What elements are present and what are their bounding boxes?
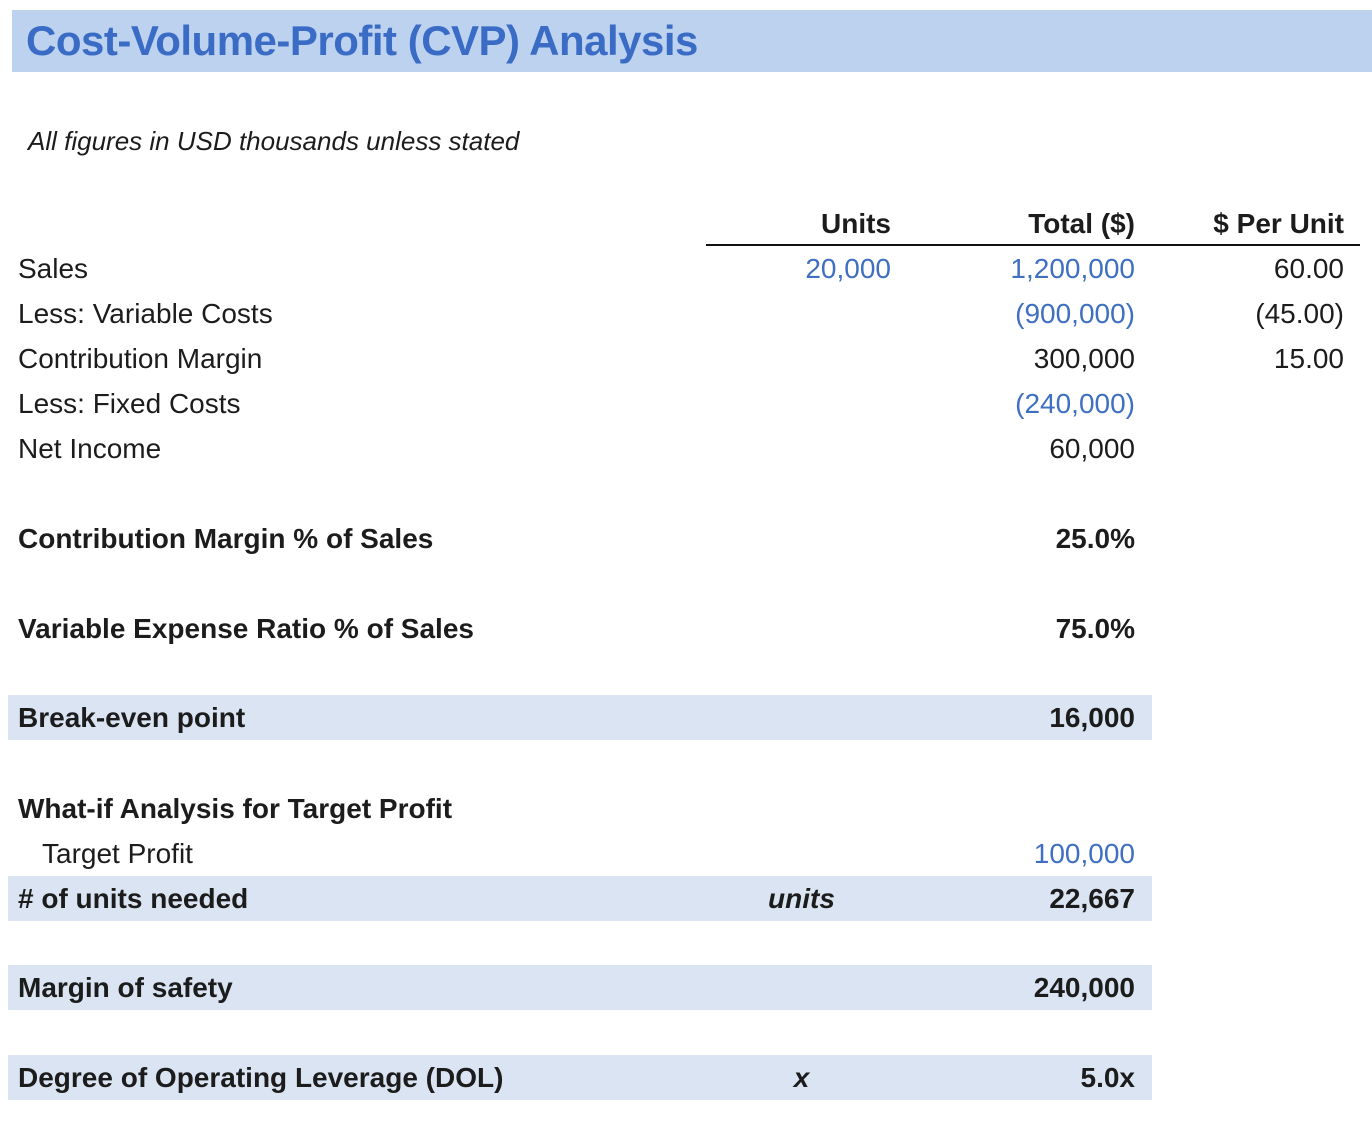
spacer	[0, 740, 1372, 786]
cell-sales-total[interactable]: 1,200,000	[1010, 252, 1135, 284]
table-row-variable-costs: Less: Variable Costs (900,000) (45.00)	[0, 291, 1372, 336]
col-header-per-unit: $ Per Unit	[1145, 203, 1360, 246]
cell-variable-costs-per-unit: (45.00)	[1255, 297, 1344, 329]
row-ver-percent: Variable Expense Ratio % of Sales 75.0%	[0, 606, 1372, 651]
row-label-net-income: Net Income	[18, 432, 162, 464]
spacer	[0, 921, 1372, 965]
cell-fixed-costs-total[interactable]: (240,000)	[1015, 387, 1135, 419]
title-banner: Cost-Volume-Profit (CVP) Analysis	[12, 10, 1372, 72]
margin-of-safety-label: Margin of safety	[18, 971, 233, 1003]
row-label-contribution-margin: Contribution Margin	[18, 342, 263, 374]
cell-contribution-margin-total: 300,000	[1033, 342, 1135, 374]
spacer	[0, 561, 1372, 606]
units-needed-label: # of units needed	[18, 882, 249, 914]
dol-unit-label: x	[793, 1061, 810, 1093]
cm-percent-value: 25.0%	[1055, 522, 1135, 554]
col-header-total: Total ($)	[897, 203, 1145, 246]
subtitle-note: All figures in USD thousands unless stat…	[28, 126, 520, 156]
table-row-fixed-costs: Less: Fixed Costs (240,000)	[0, 381, 1372, 426]
spacer	[0, 651, 1372, 695]
target-profit-value[interactable]: 100,000	[1033, 837, 1135, 869]
col-header-units: Units	[706, 203, 897, 246]
row-cm-percent: Contribution Margin % of Sales 25.0%	[0, 516, 1372, 561]
table-row-sales: Sales 20,000 1,200,000 60.00	[0, 246, 1372, 291]
dol-label: Degree of Operating Leverage (DOL)	[18, 1061, 504, 1093]
dol-value: 5.0x	[1080, 1061, 1136, 1093]
units-needed-unit-label: units	[768, 882, 835, 914]
row-break-even: Break-even point 16,000	[8, 695, 1152, 740]
cell-variable-costs-total[interactable]: (900,000)	[1015, 297, 1135, 329]
spacer	[0, 1010, 1372, 1055]
ver-percent-value: 75.0%	[1055, 612, 1135, 644]
row-label-sales: Sales	[18, 252, 89, 284]
cell-sales-per-unit: 60.00	[1273, 252, 1344, 284]
row-units-needed: # of units needed units 22,667	[8, 876, 1152, 921]
col-header-blank	[0, 203, 706, 246]
row-label-variable-costs: Less: Variable Costs	[18, 297, 273, 329]
break-even-value: 16,000	[1049, 701, 1135, 733]
what-if-heading: What-if Analysis for Target Profit	[18, 792, 453, 824]
cell-net-income-total: 60,000	[1049, 432, 1135, 464]
cm-percent-label: Contribution Margin % of Sales	[18, 522, 434, 554]
margin-of-safety-value: 240,000	[1033, 971, 1135, 1003]
units-needed-value: 22,667	[1049, 882, 1135, 914]
table-header-row: Units Total ($) $ Per Unit	[0, 203, 1372, 246]
table-row-contribution-margin: Contribution Margin 300,000 15.00	[0, 336, 1372, 381]
ver-percent-label: Variable Expense Ratio % of Sales	[18, 612, 474, 644]
row-target-profit: Target Profit 100,000	[0, 831, 1372, 876]
spacer	[0, 471, 1372, 516]
cell-sales-units[interactable]: 20,000	[805, 252, 891, 284]
row-what-if-heading: What-if Analysis for Target Profit	[0, 786, 1372, 831]
row-margin-of-safety: Margin of safety 240,000	[8, 965, 1152, 1010]
page-title: Cost-Volume-Profit (CVP) Analysis	[26, 17, 698, 64]
row-dol: Degree of Operating Leverage (DOL) x 5.0…	[8, 1055, 1152, 1100]
row-label-fixed-costs: Less: Fixed Costs	[18, 387, 241, 419]
break-even-label: Break-even point	[18, 701, 246, 733]
cell-contribution-margin-per-unit: 15.00	[1273, 342, 1344, 374]
cvp-analysis-table: Units Total ($) $ Per Unit Sales 20,000 …	[0, 203, 1372, 1100]
target-profit-label: Target Profit	[42, 837, 193, 869]
table-row-net-income: Net Income 60,000	[0, 426, 1372, 471]
